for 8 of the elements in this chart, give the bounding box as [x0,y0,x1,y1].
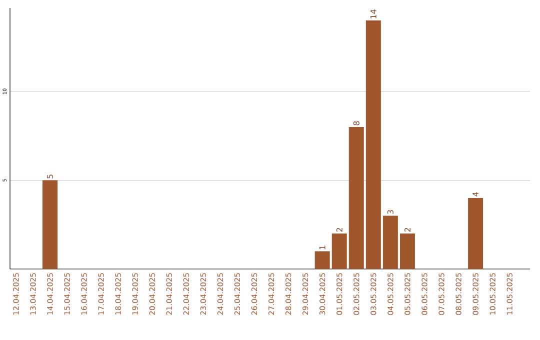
bar [42,180,58,269]
bar [382,216,398,269]
bar [332,233,347,269]
bar [348,126,364,269]
bar [314,251,330,269]
bar [468,198,484,269]
bar [366,20,381,269]
bar [400,233,415,269]
